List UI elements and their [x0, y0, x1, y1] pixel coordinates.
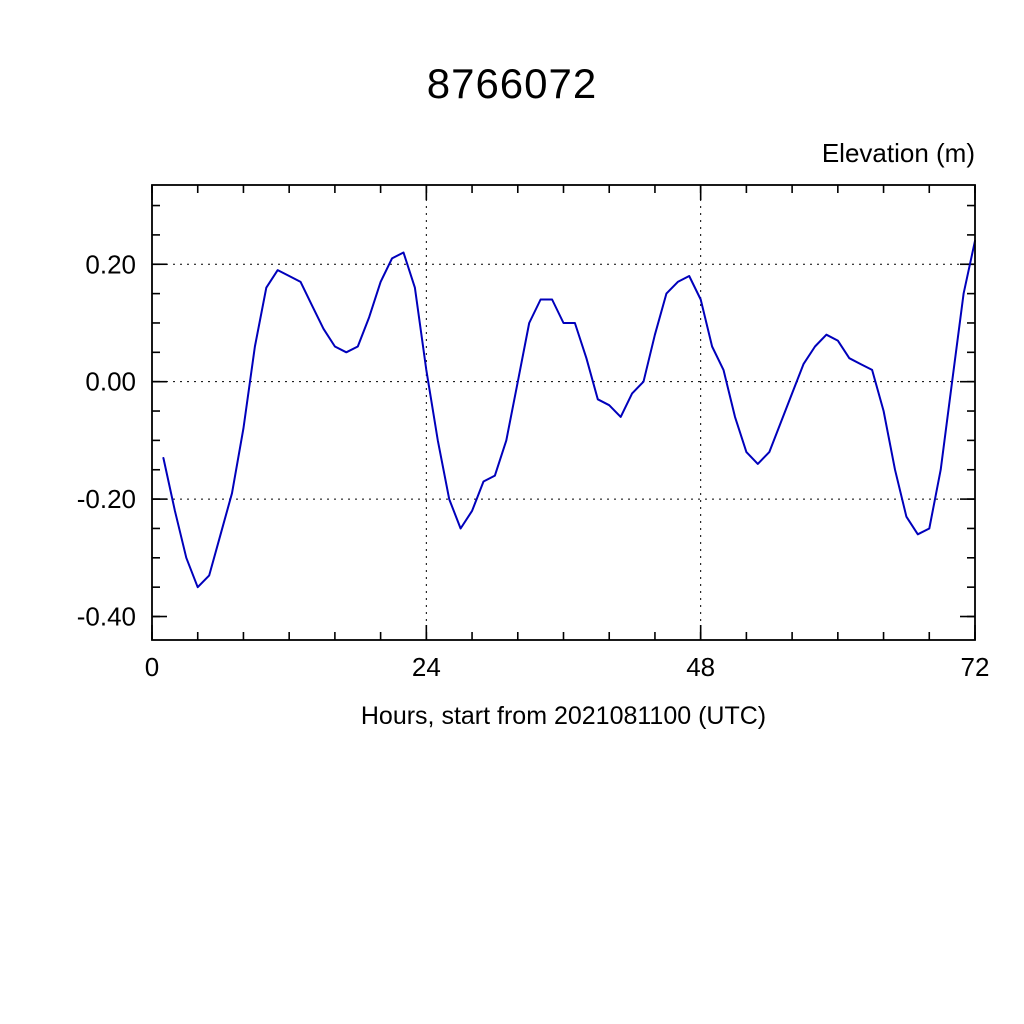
y-axis-label: Elevation (m) — [821, 138, 975, 168]
y-tick-label: 0.20 — [85, 249, 136, 279]
x-tick-label: 48 — [686, 652, 715, 682]
x-tick-label: 24 — [412, 652, 441, 682]
y-tick-label: 0.00 — [85, 367, 136, 397]
y-tick-label: -0.40 — [77, 602, 136, 632]
x-axis-label: Hours, start from 2021081100 (UTC) — [360, 702, 767, 730]
x-tick-label: 0 — [145, 652, 159, 682]
x-tick-label: 72 — [961, 652, 990, 682]
elevation-series-line — [162, 239, 976, 589]
chart-title: 8766072 — [426, 60, 598, 107]
y-tick-label: -0.20 — [77, 484, 136, 514]
plot-frame — [151, 184, 976, 641]
